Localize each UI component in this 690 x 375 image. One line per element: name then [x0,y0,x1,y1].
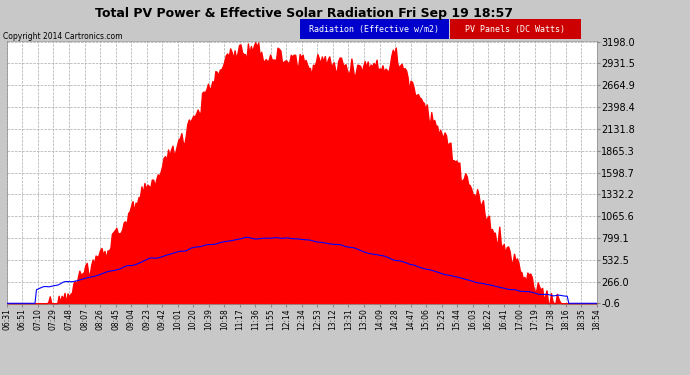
Text: Total PV Power & Effective Solar Radiation Fri Sep 19 18:57: Total PV Power & Effective Solar Radiati… [95,8,513,21]
Text: Radiation (Effective w/m2): Radiation (Effective w/m2) [309,25,440,34]
Text: PV Panels (DC Watts): PV Panels (DC Watts) [466,25,565,34]
Text: Copyright 2014 Cartronics.com: Copyright 2014 Cartronics.com [3,32,123,41]
